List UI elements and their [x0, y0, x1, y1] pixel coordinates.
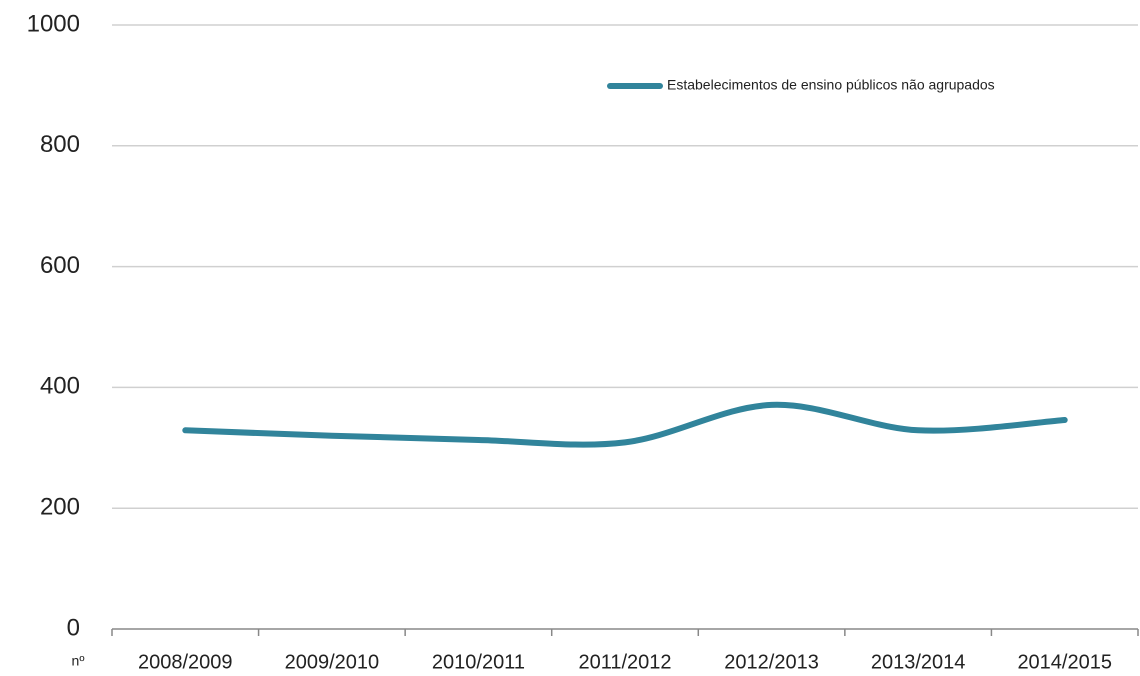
- x-tick-label: 2010/2011: [432, 651, 525, 673]
- x-tick-label: 2011/2012: [578, 651, 671, 673]
- y-tick-label: 200: [40, 494, 80, 521]
- x-tick-label: 2014/2015: [1017, 651, 1112, 673]
- x-tick-label: 2009/2010: [285, 651, 380, 673]
- x-tick-label: 2008/2009: [138, 651, 233, 673]
- y-axis-label: nº: [72, 653, 85, 669]
- y-tick-label: 600: [40, 252, 80, 279]
- y-tick-label: 1000: [27, 10, 80, 37]
- y-tick-label: 800: [40, 131, 80, 158]
- series-line: [182, 401, 1068, 448]
- legend-label: Estabelecimentos de ensino públicos não …: [667, 77, 995, 93]
- x-tick-label: 2013/2014: [871, 651, 966, 673]
- y-tick-label: 400: [40, 373, 80, 400]
- x-tick-label: 2012/2013: [724, 651, 819, 673]
- y-tick-label: 0: [67, 614, 80, 641]
